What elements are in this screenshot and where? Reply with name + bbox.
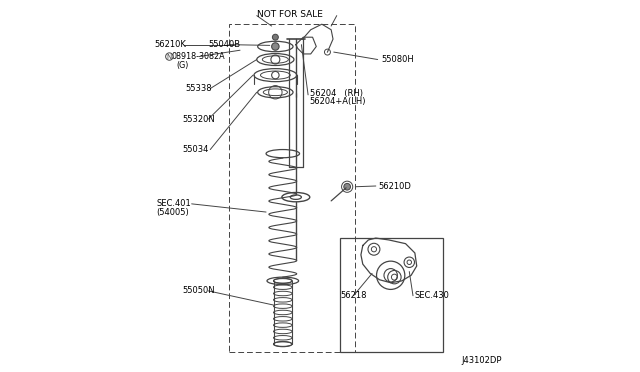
Circle shape	[271, 43, 279, 50]
Text: 56204+A(LH): 56204+A(LH)	[310, 97, 366, 106]
Bar	[340, 238, 443, 352]
Text: 56210K: 56210K	[154, 40, 186, 49]
Text: 55338: 55338	[186, 84, 212, 93]
Text: (G): (G)	[177, 61, 189, 70]
Text: SEC.401: SEC.401	[156, 199, 191, 208]
Circle shape	[273, 34, 278, 40]
Text: (54005): (54005)	[156, 208, 189, 217]
Text: N: N	[166, 54, 172, 60]
Text: 56218: 56218	[340, 291, 367, 300]
Text: 55080H: 55080H	[381, 55, 414, 64]
Text: 55050N: 55050N	[182, 286, 215, 295]
Text: 55040B: 55040B	[209, 40, 241, 49]
Bar	[229, 24, 355, 352]
Text: NOT FOR SALE: NOT FOR SALE	[257, 10, 323, 19]
Text: 55034: 55034	[182, 145, 209, 154]
Text: 08918-3082A: 08918-3082A	[172, 52, 225, 61]
Circle shape	[344, 183, 351, 190]
Text: 56210D: 56210D	[379, 182, 412, 190]
Text: J43102DP: J43102DP	[461, 356, 502, 365]
Text: SEC.430: SEC.430	[415, 291, 450, 300]
Text: 56204   (RH): 56204 (RH)	[310, 89, 363, 97]
Text: 55320N: 55320N	[182, 115, 215, 124]
